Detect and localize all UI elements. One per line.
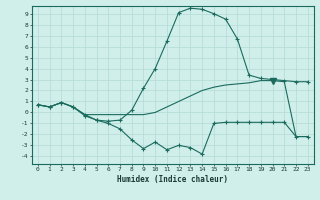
X-axis label: Humidex (Indice chaleur): Humidex (Indice chaleur) <box>117 175 228 184</box>
